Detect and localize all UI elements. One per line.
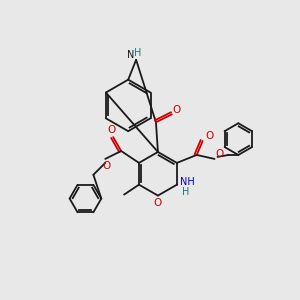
Text: O: O xyxy=(107,125,115,135)
Text: N: N xyxy=(128,50,135,60)
Text: NH: NH xyxy=(180,177,195,187)
Text: O: O xyxy=(172,105,181,116)
Text: O: O xyxy=(215,149,223,159)
Text: O: O xyxy=(154,197,162,208)
Text: O: O xyxy=(102,161,110,171)
Text: H: H xyxy=(134,48,142,58)
Text: O: O xyxy=(206,131,214,141)
Text: H: H xyxy=(182,187,190,196)
